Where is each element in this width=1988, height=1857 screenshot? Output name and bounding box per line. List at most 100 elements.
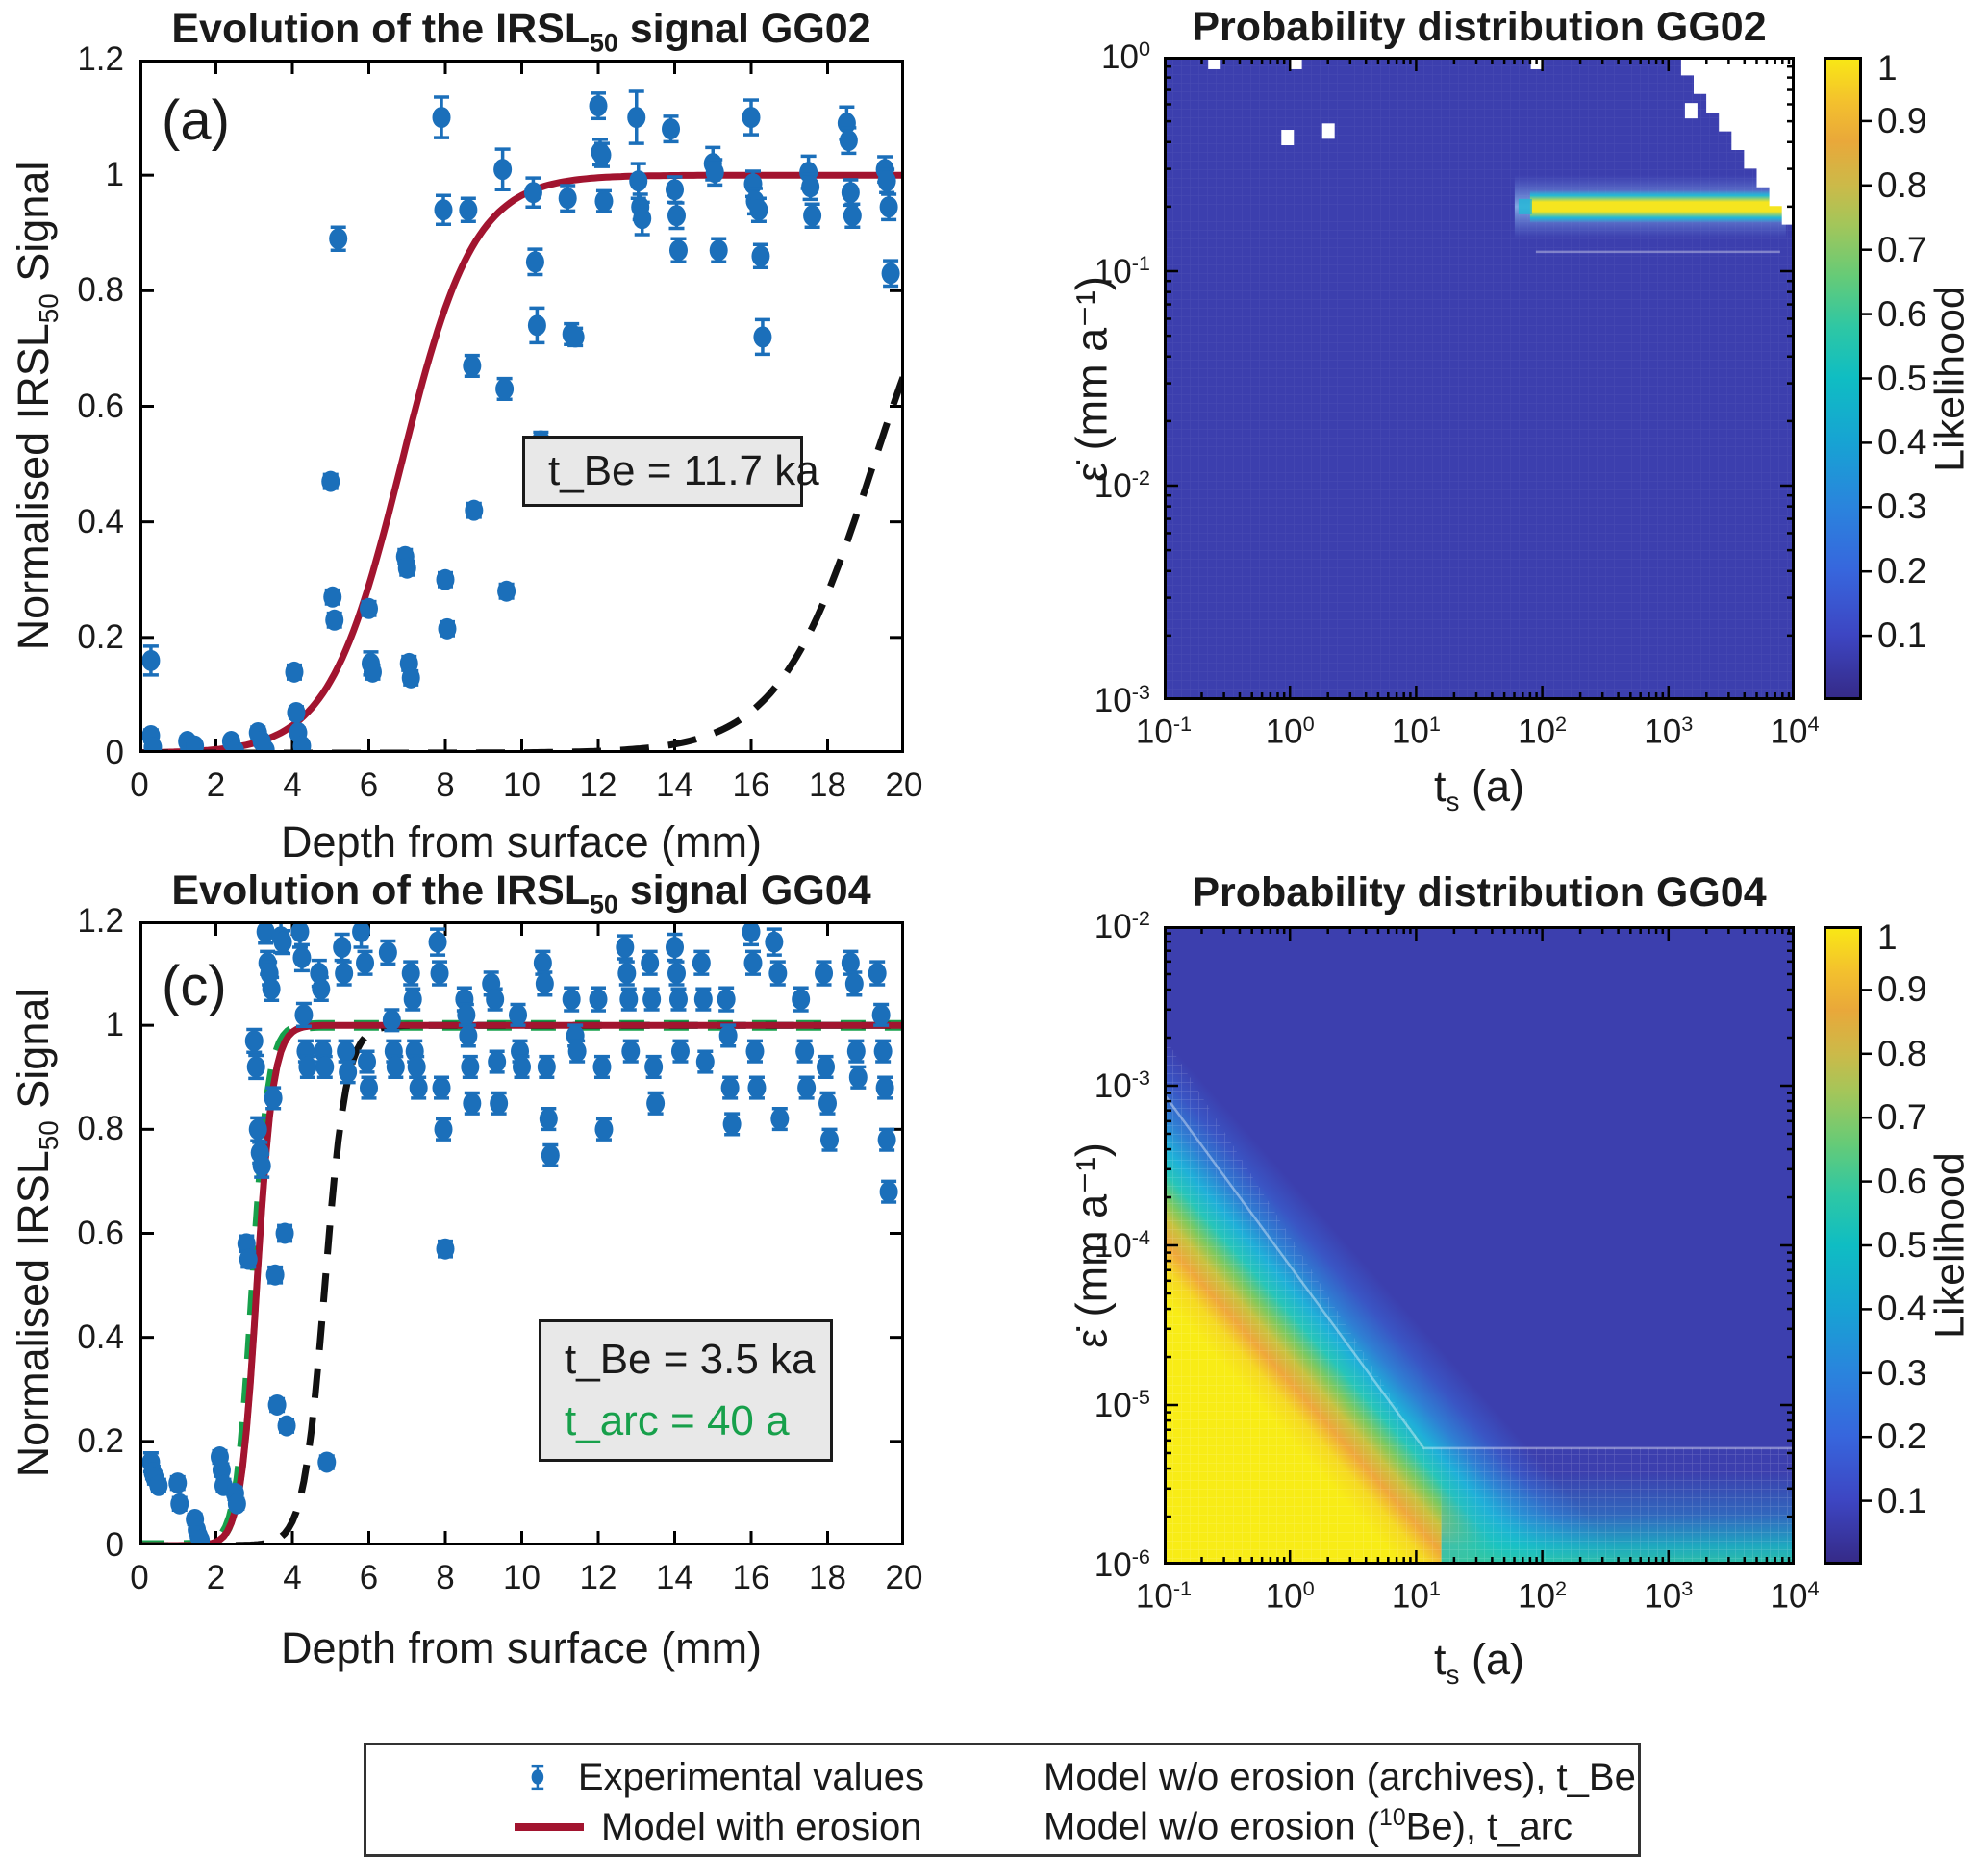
legend-item-red-line: Model with erosion (511, 1803, 924, 1851)
annotation-line: t_arc = 40 a (565, 1397, 790, 1444)
panel-c-x-axis-label: Depth from surface (mm) (280, 1623, 763, 1672)
plot-frame (139, 921, 904, 1545)
x-tick-label: 103 (1644, 712, 1694, 751)
legend-label: Model with erosion (601, 1805, 922, 1848)
legend-item-green-dash: Model w/o erosion (archives), t_Be (1030, 1753, 1636, 1801)
colorbar-tick-label: 0.6 (1877, 293, 1927, 334)
x-tick-label: 6 (359, 1559, 379, 1596)
x-tick-label: 104 (1770, 712, 1820, 751)
legend-item-point: Experimental values (511, 1753, 924, 1801)
plot-frame (139, 60, 904, 753)
x-tick-label: 103 (1644, 1576, 1694, 1616)
panel-b-title: Probability distribution GG02 (1192, 4, 1767, 50)
colorbar-tick-label: 1 (1877, 48, 1898, 88)
panel-c-letter: (c) (162, 955, 227, 1017)
legend-label: Model w/o erosion (10Be), t_arc (1044, 1805, 1573, 1848)
colorbar-tick-label: 0.3 (1877, 1352, 1927, 1393)
x-tick-label: 102 (1518, 1576, 1568, 1616)
panel-b-x-axis-label: ts (a) (1434, 762, 1524, 816)
x-tick-label: 100 (1265, 1576, 1315, 1616)
colorbar-tick-label: 0.6 (1877, 1161, 1927, 1201)
x-tick-label: 0 (130, 1559, 149, 1596)
x-tick-label: 2 (206, 1559, 226, 1596)
masked-specks (1208, 57, 1698, 146)
likelihood-ridge (1529, 189, 1782, 223)
x-tick-label: 16 (732, 1559, 770, 1596)
x-tick-label: 104 (1770, 1576, 1820, 1616)
x-tick-label: 14 (656, 766, 693, 804)
x-tick-label: 10 (503, 1559, 541, 1596)
colorbar-tick-label: 0.7 (1877, 229, 1927, 269)
x-tick-label: 8 (436, 1559, 455, 1596)
y-tick-label: 10-2 (1094, 906, 1150, 945)
y-tick-label: 0.6 (77, 387, 124, 425)
experimental-points (141, 921, 898, 1545)
colorbar-tick-label: 0.2 (1877, 551, 1927, 591)
x-tick-label: 102 (1518, 712, 1568, 751)
experimental-points (141, 89, 900, 753)
colorbar-tick-label: 0.7 (1877, 1097, 1927, 1138)
y-tick-label: 0.4 (77, 1317, 124, 1356)
y-tick-label: 10-2 (1094, 465, 1150, 505)
x-tick-label: 10-1 (1135, 712, 1193, 751)
y-tick-label: 10-6 (1094, 1544, 1150, 1584)
panel-a-annotation: t_Be = 11.7 ka (522, 436, 819, 507)
y-tick-label: 10-1 (1094, 251, 1150, 290)
colorbar-tick-label: 0.4 (1877, 422, 1927, 463)
y-tick-label: 10-3 (1094, 680, 1150, 719)
y-tick-label: 0.2 (77, 617, 124, 656)
y-tick-label: 1.2 (77, 902, 124, 940)
colorbar-tick-label: 0.4 (1877, 1289, 1927, 1329)
annotation-line: t_Be = 3.5 ka (565, 1336, 816, 1384)
x-tick-label: 8 (436, 766, 455, 804)
panel-c-y-axis-label: Normalised IRSL50 Signal (9, 988, 63, 1478)
colorbar-axis-label: Likelihood (1926, 285, 1974, 472)
y-tick-label: 1 (105, 1006, 124, 1044)
x-tick-label: 12 (579, 766, 617, 804)
panel-d-plot (1164, 926, 1795, 1565)
x-tick-label: 100 (1265, 712, 1315, 751)
colorbar-tick-label: 1 (1877, 917, 1898, 957)
y-tick-label: 0.4 (77, 502, 124, 540)
x-tick-label: 10-1 (1135, 1576, 1193, 1616)
y-tick-label: 1.2 (77, 40, 124, 78)
panel-a-plot (139, 60, 904, 753)
annotation-line: t_Be = 11.7 ka (548, 447, 819, 495)
legend: Experimental values Model with erosion Mod… (364, 1743, 1641, 1857)
model-with-erosion-curve-top (139, 1021, 904, 1545)
panel-a-y-axis-label: Normalised IRSL50 Signal (9, 161, 63, 651)
panel-c-plot (139, 921, 904, 1545)
legend-marker-point (531, 1764, 544, 1791)
x-tick-label: 20 (885, 1559, 923, 1596)
legend-label: Model w/o erosion (archives), t_Be (1044, 1755, 1636, 1798)
panel-c-title: Evolution of the IRSL50 signal GG04 (171, 867, 871, 919)
y-tick-label: 10-3 (1094, 1066, 1150, 1105)
colorbar-tick-label: 0.9 (1877, 969, 1927, 1010)
axis-ticks (139, 60, 904, 753)
masked-region (1668, 57, 1795, 243)
legend-item-black-dash: Model w/o erosion (10Be), t_arc (1030, 1803, 1573, 1851)
y-tick-label: 0.6 (77, 1214, 124, 1252)
y-tick-label: 0.8 (77, 1110, 124, 1148)
x-tick-label: 4 (283, 766, 302, 804)
legend-label: Experimental values (577, 1755, 924, 1798)
panel-a-letter: (a) (162, 89, 230, 152)
x-tick-label: 14 (656, 1559, 693, 1596)
y-tick-label: 1 (105, 156, 124, 194)
plot-frame (1164, 926, 1795, 1565)
colorbar-tick-label: 0.8 (1877, 1033, 1927, 1073)
colorbar-axis-label: Likelihood (1926, 1152, 1974, 1339)
y-tick-label: 0 (105, 734, 124, 771)
x-tick-label: 16 (732, 766, 770, 804)
colorbar-gradient (1824, 926, 1862, 1565)
x-tick-label: 18 (809, 766, 846, 804)
panel-d-title: Probability distribution GG04 (1192, 869, 1767, 916)
colorbar-tick-label: 0.5 (1877, 358, 1927, 398)
x-tick-label: 10 (503, 766, 541, 804)
y-tick-label: 0.8 (77, 271, 124, 310)
colorbar-gradient (1824, 57, 1862, 700)
colorbar-tick-label: 0.3 (1877, 487, 1927, 527)
x-tick-label: 18 (809, 1559, 846, 1596)
y-tick-label: 0.2 (77, 1421, 124, 1460)
